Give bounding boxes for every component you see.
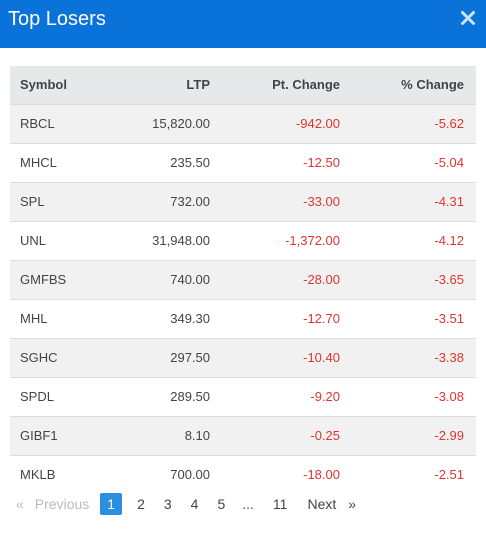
page-button-4[interactable]: 4 (190, 496, 199, 512)
cell-pct-change: -4.12 (352, 221, 476, 261)
cell-pct-change: -2.99 (352, 416, 476, 456)
page-button-1[interactable]: 1 (100, 493, 123, 515)
cell-pt-change: -33.00 (222, 182, 352, 222)
cell-pt-change: -28.00 (222, 260, 352, 300)
next-page-button[interactable]: Next (307, 496, 337, 512)
cell-pct-change: -4.31 (352, 182, 476, 222)
table-row[interactable]: MHCL 235.50 -12.50 -5.04 (10, 143, 476, 183)
page-button-2[interactable]: 2 (137, 496, 145, 512)
losers-table: Symbol LTP Pt. Change % Change RBCL 15,82… (10, 66, 476, 494)
cell-symbol[interactable]: MHL (10, 299, 108, 339)
cell-symbol[interactable]: MHCL (10, 143, 108, 183)
cell-symbol[interactable]: GIBF1 (10, 416, 108, 456)
page-button-5[interactable]: 5 (217, 496, 226, 512)
cell-symbol[interactable]: SGHC (10, 338, 108, 378)
cell-pct-change: -5.62 (352, 104, 476, 144)
cell-ltp: 15,820.00 (108, 104, 222, 144)
column-header-ltp[interactable]: LTP (108, 66, 222, 105)
cell-pt-change: -9.20 (222, 377, 352, 417)
cell-pt-change: -942.00 (222, 104, 352, 144)
table-row[interactable]: GIBF1 8.10 -0.25 -2.99 (10, 416, 476, 456)
cell-pct-change: -3.65 (352, 260, 476, 300)
column-header-pct-change[interactable]: % Change (352, 66, 476, 105)
cell-symbol[interactable]: SPDL (10, 377, 108, 417)
cell-pt-change: -10.40 (222, 338, 352, 378)
cell-pt-change: -1,372.00 (222, 221, 352, 261)
cell-symbol[interactable]: MKLB (10, 455, 108, 494)
table-row[interactable]: SPDL 289.50 -9.20 -3.08 (10, 377, 476, 417)
cell-pct-change: -2.51 (352, 455, 476, 494)
table-row[interactable]: RBCL 15,820.00 -942.00 -5.62 (10, 104, 476, 144)
table-row[interactable]: MKLB 700.00 -18.00 -2.51 (10, 455, 476, 494)
cell-pt-change: -0.25 (222, 416, 352, 456)
cell-pct-change: -3.38 (352, 338, 476, 378)
previous-page-button[interactable]: Previous (34, 496, 90, 512)
cell-ltp: 8.10 (108, 416, 222, 456)
cell-symbol[interactable]: UNL (10, 221, 108, 261)
cell-pt-change: -12.50 (222, 143, 352, 183)
cell-ltp: 235.50 (108, 143, 222, 183)
cell-pct-change: -3.08 (352, 377, 476, 417)
cell-ltp: 740.00 (108, 260, 222, 300)
table-header-row: Symbol LTP Pt. Change % Change (10, 66, 476, 105)
cell-ltp: 700.00 (108, 455, 222, 494)
cell-ltp: 289.50 (108, 377, 222, 417)
cell-pt-change: -12.70 (222, 299, 352, 339)
cell-pct-change: -3.51 (352, 299, 476, 339)
pagination: « Previous 1 2 3 4 5 ... 11 Next » (10, 493, 356, 515)
cell-symbol[interactable]: SPL (10, 182, 108, 222)
cell-ltp: 297.50 (108, 338, 222, 378)
table-row[interactable]: MHL 349.30 -12.70 -3.51 (10, 299, 476, 339)
page-button-3[interactable]: 3 (163, 496, 172, 512)
modal-title: Top Losers (8, 8, 106, 30)
cell-ltp: 31,948.00 (108, 221, 222, 261)
page-button-11[interactable]: 11 (272, 496, 288, 512)
cell-pct-change: -5.04 (352, 143, 476, 183)
column-header-pt-change[interactable]: Pt. Change (222, 66, 352, 105)
cell-ltp: 732.00 (108, 182, 222, 222)
page-ellipsis: ... (242, 496, 254, 512)
table-row[interactable]: GMFBS 740.00 -28.00 -3.65 (10, 260, 476, 300)
table-row[interactable]: UNL 31,948.00 -1,372.00 -4.12 (10, 221, 476, 261)
last-page-button[interactable]: » (348, 496, 357, 512)
table-row[interactable]: SPL 732.00 -33.00 -4.31 (10, 182, 476, 222)
cell-symbol[interactable]: GMFBS (10, 260, 108, 300)
cell-symbol[interactable]: RBCL (10, 104, 108, 144)
modal-header: Top Losers (0, 0, 486, 48)
column-header-symbol[interactable]: Symbol (10, 66, 108, 105)
cell-ltp: 349.30 (108, 299, 222, 339)
table-row[interactable]: SGHC 297.50 -10.40 -3.38 (10, 338, 476, 378)
close-icon[interactable] (460, 10, 476, 26)
cell-pt-change: -18.00 (222, 455, 352, 494)
first-page-button[interactable]: « (16, 496, 24, 512)
